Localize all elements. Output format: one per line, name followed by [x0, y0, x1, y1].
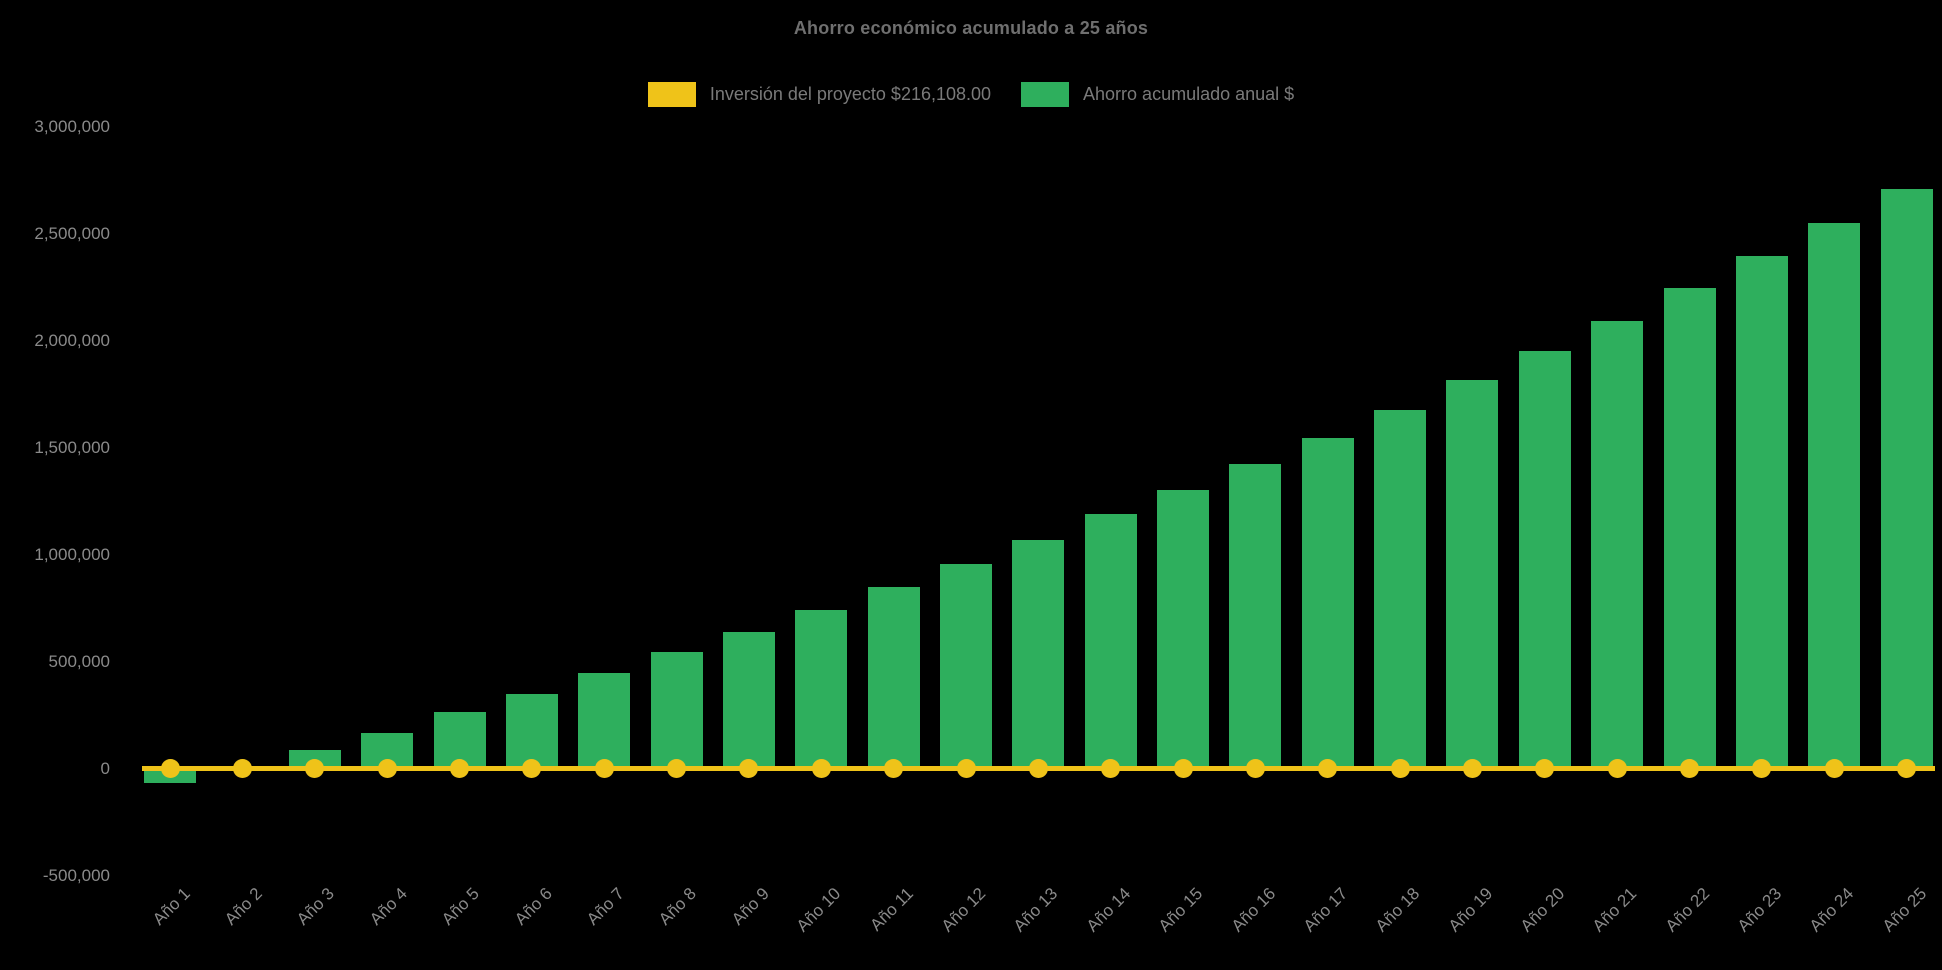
- line-point-año-24[interactable]: [1824, 759, 1844, 778]
- legend-swatch-inversion: [647, 82, 696, 107]
- bar-año-13[interactable]: [1012, 539, 1065, 769]
- x-axis-label: Año 24: [1806, 884, 1858, 936]
- bar-año-19[interactable]: [1446, 379, 1499, 769]
- bar-año-11[interactable]: [867, 586, 920, 769]
- x-axis-label: Año 6: [510, 884, 556, 929]
- bar-año-14[interactable]: [1084, 513, 1137, 769]
- line-point-año-19[interactable]: [1462, 759, 1482, 778]
- line-point-año-10[interactable]: [811, 759, 831, 778]
- bar-año-8[interactable]: [650, 652, 703, 769]
- line-point-año-22[interactable]: [1680, 759, 1700, 778]
- y-axis-tick-label: 1,000,000: [34, 544, 110, 564]
- x-axis-label: Año 12: [937, 884, 990, 936]
- x-axis-label: Año 14: [1082, 884, 1135, 936]
- x-axis-label: Año 18: [1372, 884, 1424, 936]
- line-point-año-1[interactable]: [160, 759, 180, 778]
- legend-label-ahorro: Ahorro acumulado anual $: [1083, 84, 1295, 104]
- x-axis-label: Año 2: [221, 884, 266, 929]
- x-axis-label: Año 8: [655, 884, 701, 929]
- legend-item-inversion[interactable]: Inversión del proyecto $216,108.00: [647, 82, 992, 107]
- bar-año-10[interactable]: [795, 609, 848, 769]
- line-point-año-12[interactable]: [956, 759, 976, 778]
- line-point-año-23[interactable]: [1752, 759, 1772, 778]
- y-axis-tick-label: 2,000,000: [34, 330, 110, 350]
- x-axis-label: Año 22: [1661, 884, 1713, 936]
- legend-item-ahorro[interactable]: Ahorro acumulado anual $: [1021, 82, 1294, 107]
- line-point-año-4[interactable]: [377, 759, 397, 778]
- x-axis-label: Año 20: [1516, 884, 1569, 936]
- x-axis-label: Año 15: [1154, 884, 1207, 936]
- legend-label-inversion: Inversión del proyecto $216,108.00: [709, 84, 992, 104]
- y-axis-tick-label: 500,000: [48, 651, 110, 671]
- line-point-año-3[interactable]: [305, 759, 325, 778]
- line-point-año-18[interactable]: [1390, 759, 1410, 778]
- x-axis-label: Año 3: [293, 884, 339, 929]
- bar-año-23[interactable]: [1735, 256, 1788, 769]
- bar-año-21[interactable]: [1591, 321, 1644, 769]
- line-point-año-15[interactable]: [1173, 759, 1193, 778]
- bar-año-9[interactable]: [722, 631, 775, 769]
- y-axis-tick-label: -500,000: [42, 865, 110, 885]
- line-point-año-25[interactable]: [1897, 759, 1917, 778]
- line-point-año-6[interactable]: [522, 759, 542, 778]
- line-point-año-2[interactable]: [233, 759, 253, 778]
- bar-año-20[interactable]: [1518, 350, 1571, 769]
- x-axis-label: Año 21: [1589, 884, 1641, 936]
- line-point-año-16[interactable]: [1245, 759, 1265, 778]
- line-point-año-17[interactable]: [1318, 759, 1338, 778]
- x-axis-label: Año 19: [1444, 884, 1496, 936]
- bar-año-12[interactable]: [940, 563, 993, 769]
- y-axis-tick-label: 3,000,000: [34, 116, 110, 136]
- x-axis-label: Año 17: [1299, 884, 1352, 936]
- bar-año-24[interactable]: [1808, 223, 1861, 769]
- y-axis-tick-label: 2,500,000: [34, 223, 110, 243]
- x-axis-label: Año 9: [727, 884, 773, 929]
- line-point-año-8[interactable]: [667, 759, 687, 778]
- line-point-año-9[interactable]: [739, 759, 759, 778]
- line-point-año-21[interactable]: [1607, 759, 1627, 778]
- bar-año-6[interactable]: [505, 694, 558, 769]
- line-point-año-13[interactable]: [1028, 759, 1048, 778]
- x-axis-label: Año 7: [582, 884, 628, 929]
- legend-swatch-ahorro: [1021, 82, 1070, 107]
- line-point-año-5[interactable]: [450, 759, 470, 778]
- bar-año-17[interactable]: [1301, 437, 1354, 769]
- y-axis-tick-label: 0: [100, 758, 110, 778]
- bar-año-16[interactable]: [1229, 463, 1282, 769]
- x-axis-label: Año 16: [1227, 884, 1279, 936]
- bar-año-7[interactable]: [578, 673, 631, 769]
- x-axis-label: Año 13: [1010, 884, 1062, 936]
- line-point-año-7[interactable]: [594, 759, 614, 778]
- bar-año-25[interactable]: [1880, 189, 1933, 769]
- bar-año-22[interactable]: [1663, 288, 1716, 769]
- x-axis-label: Año 23: [1733, 884, 1786, 936]
- x-axis-label: Año 1: [148, 884, 194, 929]
- bar-año-15[interactable]: [1157, 489, 1210, 769]
- x-axis-label: Año 25: [1878, 884, 1931, 936]
- x-axis-label: Año 5: [438, 884, 484, 929]
- chart-title: Ahorro económico acumulado a 25 años: [793, 18, 1149, 38]
- legend: Inversión del proyecto $216,108.00 Ahorr…: [0, 82, 1942, 107]
- x-axis-label: Año 4: [365, 884, 411, 929]
- x-axis-label: Año 11: [866, 884, 918, 935]
- y-axis-tick-label: 1,500,000: [34, 437, 110, 457]
- line-point-año-20[interactable]: [1535, 759, 1555, 778]
- bar-año-18[interactable]: [1374, 409, 1427, 769]
- line-point-año-11[interactable]: [884, 759, 904, 778]
- line-point-año-14[interactable]: [1101, 759, 1121, 778]
- x-axis-label: Año 10: [793, 884, 845, 936]
